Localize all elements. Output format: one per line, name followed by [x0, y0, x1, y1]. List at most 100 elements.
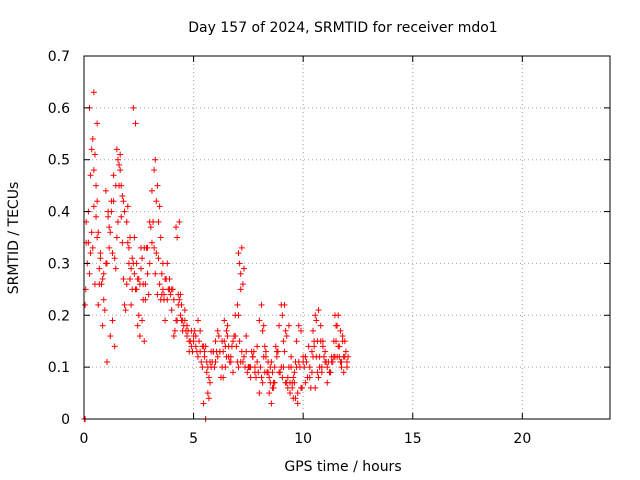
- data-point: [312, 312, 319, 319]
- data-point: [128, 301, 135, 308]
- data-point: [258, 301, 265, 308]
- data-point: [319, 343, 326, 350]
- data-point: [114, 218, 121, 225]
- y-tick-label: 0.5: [48, 153, 70, 169]
- data-point: [153, 198, 160, 205]
- data-point: [144, 244, 151, 251]
- data-point: [90, 89, 97, 96]
- data-point: [240, 353, 247, 360]
- data-point: [291, 369, 298, 376]
- data-point: [253, 374, 260, 381]
- data-point: [210, 348, 217, 355]
- data-point: [99, 322, 106, 329]
- data-point: [96, 281, 103, 288]
- data-point: [109, 317, 116, 324]
- data-point: [90, 167, 97, 174]
- data-point: [251, 369, 258, 376]
- data-point: [173, 224, 180, 231]
- data-point: [186, 338, 193, 345]
- data-point: [184, 322, 191, 329]
- data-point: [274, 348, 281, 355]
- data-point: [152, 156, 159, 163]
- data-point: [249, 353, 256, 360]
- data-point: [277, 369, 284, 376]
- data-point: [239, 281, 246, 288]
- data-point: [104, 260, 111, 267]
- data-point: [204, 390, 211, 397]
- data-point: [315, 307, 322, 314]
- data-point: [285, 322, 292, 329]
- data-point: [104, 358, 111, 365]
- data-point: [95, 301, 102, 308]
- data-point: [215, 333, 222, 340]
- data-point: [86, 270, 93, 277]
- data-point: [91, 151, 98, 158]
- data-point: [147, 224, 154, 231]
- data-point: [159, 286, 166, 293]
- data-point: [94, 198, 101, 205]
- data-point: [128, 265, 135, 272]
- data-point: [168, 286, 175, 293]
- data-point: [154, 182, 161, 189]
- data-point: [124, 239, 131, 246]
- data-point: [102, 187, 109, 194]
- data-point: [270, 384, 277, 391]
- data-point: [184, 333, 191, 340]
- data-point: [122, 307, 129, 314]
- data-point: [97, 255, 104, 262]
- data-point: [135, 312, 142, 319]
- data-point: [136, 333, 143, 340]
- data-point: [340, 369, 347, 376]
- data-point: [235, 312, 242, 319]
- data-point: [94, 234, 101, 241]
- data-point: [190, 333, 197, 340]
- data-point: [93, 182, 100, 189]
- data-point: [164, 296, 171, 303]
- data-point: [141, 338, 148, 345]
- data-point: [170, 296, 177, 303]
- data-point: [151, 167, 158, 174]
- data-point: [140, 281, 147, 288]
- data-point: [250, 348, 257, 355]
- y-tick-label: 0.4: [48, 205, 70, 221]
- data-point: [239, 358, 246, 365]
- data-point: [101, 307, 108, 314]
- y-axis-label: SRMTID / TECUs: [6, 182, 22, 295]
- data-point: [214, 327, 221, 334]
- data-point: [314, 338, 321, 345]
- data-point: [240, 265, 247, 272]
- data-point: [257, 364, 264, 371]
- data-point: [339, 333, 346, 340]
- data-point: [111, 343, 118, 350]
- data-point: [276, 322, 283, 329]
- data-point: [100, 296, 107, 303]
- data-point: [174, 234, 181, 241]
- y-tick-labels: 0 0.1 0.2 0.3 0.4 0.5 0.6 0.7: [48, 49, 70, 428]
- data-point: [272, 343, 279, 350]
- data-point: [313, 317, 320, 324]
- plot-frame: [83, 55, 611, 420]
- data-point: [297, 327, 304, 334]
- data-point: [212, 338, 219, 345]
- data-point: [119, 239, 126, 246]
- data-point: [88, 229, 95, 236]
- data-point: [247, 374, 254, 381]
- data-point: [110, 172, 117, 179]
- data-point: [155, 218, 162, 225]
- data-point: [294, 400, 301, 407]
- data-point: [287, 390, 294, 397]
- data-point: [203, 358, 210, 365]
- data-point: [112, 182, 119, 189]
- x-tick-label: 10: [294, 431, 312, 447]
- data-point: [220, 374, 227, 381]
- data-point: [160, 291, 167, 298]
- data-point: [243, 333, 250, 340]
- data-point: [123, 281, 130, 288]
- data-point: [339, 338, 346, 345]
- data-point: [271, 364, 278, 371]
- data-point: [306, 364, 313, 371]
- data-point: [212, 358, 219, 365]
- x-tick-label: 15: [404, 431, 422, 447]
- data-point: [292, 395, 299, 402]
